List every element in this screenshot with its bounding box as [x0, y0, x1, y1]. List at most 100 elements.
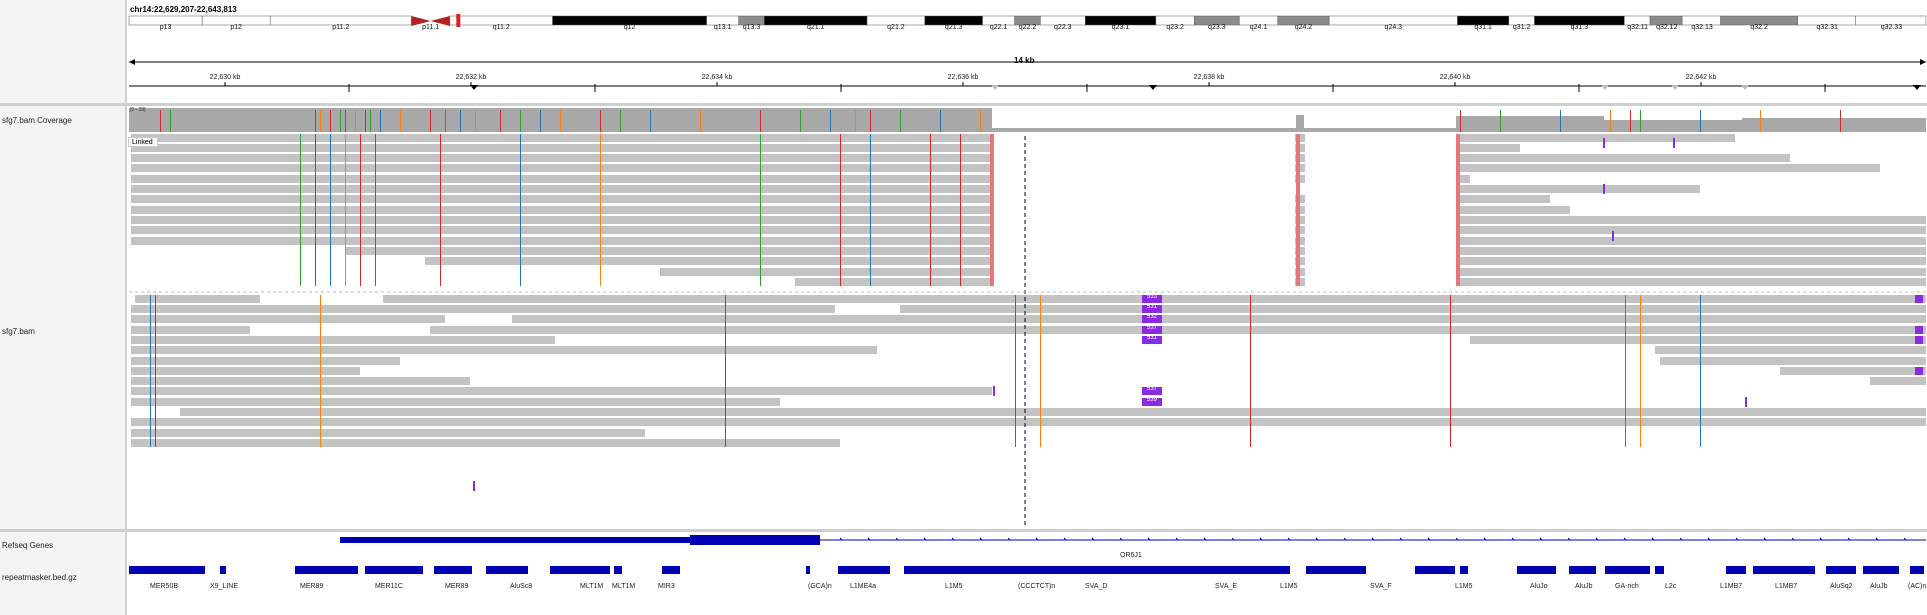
mismatch-column	[840, 134, 841, 286]
repeat-label[interactable]: MER11C	[375, 583, 403, 590]
mismatch-column	[1040, 295, 1041, 447]
gene-strand-arrow	[1567, 537, 1571, 541]
repeat-label[interactable]: L1ME4a	[850, 583, 877, 590]
gene-strand-arrow	[1455, 537, 1459, 541]
aligned-read	[131, 134, 992, 142]
ideogram-band-label: q23.1	[1111, 24, 1130, 31]
ideogram-band-label: q12	[623, 24, 636, 31]
coverage-bar	[1304, 128, 1456, 132]
gene-strand-arrow	[1427, 537, 1431, 541]
alignment-track-name[interactable]: sfg7.bam	[2, 327, 35, 336]
repeat-label[interactable]: MLT1M	[580, 583, 604, 590]
repeat-label[interactable]: MLT1M	[612, 583, 636, 590]
repeat-label[interactable]: MER89	[445, 583, 469, 590]
repeat-label[interactable]: (GCA)n	[808, 583, 832, 590]
repeat-element	[1753, 566, 1815, 574]
coverage-variant	[1640, 110, 1641, 132]
ruler-marker-light	[991, 85, 999, 90]
repeat-label[interactable]: L1M5	[1280, 583, 1298, 590]
repeat-label[interactable]: AluJo	[1530, 583, 1548, 590]
repeat-element	[1306, 566, 1366, 574]
repeat-label[interactable]: L1MB7	[1720, 583, 1743, 590]
gene-strand-arrow	[1203, 537, 1207, 541]
aligned-read	[1456, 195, 1550, 203]
coverage-variant	[520, 110, 521, 132]
ideogram-band-label: q22.1	[989, 24, 1008, 31]
aligned-read	[1655, 346, 1926, 354]
refseq-track-name[interactable]: Refseq Genes	[2, 541, 54, 550]
aligned-read	[135, 295, 260, 303]
ideogram-band-label: q24.1	[1249, 24, 1268, 31]
aligned-read	[1456, 257, 1926, 265]
gene-strand-arrow	[1707, 537, 1711, 541]
aligned-read	[345, 247, 992, 255]
linked-label[interactable]: Linked	[128, 137, 158, 147]
repeat-label[interactable]: SVA_D	[1085, 583, 1108, 590]
ruler-marker-light	[1741, 85, 1749, 90]
deletion-edge	[1456, 134, 1460, 286]
repeat-label[interactable]: L1M5	[1455, 583, 1473, 590]
repeat-label[interactable]: SVA_E	[1215, 583, 1238, 590]
repeat-label[interactable]: (CCCTCT)n	[1018, 583, 1056, 590]
repeat-element	[434, 566, 472, 574]
ruler-marker	[470, 85, 478, 90]
repeat-element	[1726, 566, 1746, 574]
coverage-variant	[500, 110, 501, 132]
panel-divider[interactable]	[125, 0, 127, 615]
coverage-variant	[870, 110, 871, 132]
gene-strand-arrow	[867, 537, 871, 541]
ruler-marker	[1149, 85, 1157, 90]
repeat-label[interactable]: GA-rich	[1615, 583, 1639, 590]
repeat-label[interactable]: AluJb	[1870, 583, 1888, 590]
ideogram-band-label: q31.2	[1512, 24, 1531, 31]
repeat-label[interactable]: L1MB7	[1775, 583, 1798, 590]
coverage-variant	[315, 110, 316, 132]
repeat-label[interactable]: X9_LINE	[210, 583, 239, 590]
gene-strand-arrow	[1483, 537, 1487, 541]
repeat-element	[550, 566, 610, 574]
ideogram-band-label: q32.13	[1691, 24, 1713, 31]
mismatch-column	[375, 134, 376, 286]
aligned-read	[131, 387, 992, 395]
aligned-read	[131, 367, 360, 375]
repeat-label[interactable]: L1M5	[945, 583, 963, 590]
repeat-label[interactable]: AluSc8	[510, 583, 533, 590]
aligned-read	[1456, 154, 1790, 162]
aligned-read	[1456, 247, 1926, 255]
repeat-element	[662, 566, 680, 574]
repeatmasker-track-name[interactable]: repeatmasker.bed.gz	[2, 573, 77, 582]
gene-strand-arrow	[1035, 537, 1039, 541]
gene-strand-arrow	[923, 537, 927, 541]
repeat-label[interactable]: AluJb	[1575, 583, 1593, 590]
ideogram-band-label: q13.1	[713, 24, 732, 31]
gene-strand-arrow	[1819, 537, 1823, 541]
repeat-label[interactable]: MER50B	[150, 583, 179, 590]
repeat-element	[1605, 566, 1650, 574]
aligned-read	[430, 326, 1926, 334]
aligned-read	[180, 408, 1926, 416]
repeat-label[interactable]: MIR3	[658, 583, 675, 590]
coverage-bar	[1296, 115, 1304, 132]
gene-strand-arrow	[1847, 537, 1851, 541]
coverage-variant	[445, 110, 446, 132]
repeat-label[interactable]: MER89	[300, 583, 324, 590]
repeat-label[interactable]: AluSq2	[1830, 583, 1853, 590]
gene-label-or6j1[interactable]: OR6J1	[1120, 552, 1142, 559]
gene-strand-arrow	[1595, 537, 1599, 541]
repeat-label[interactable]: L2c	[1665, 583, 1677, 590]
repeat-label[interactable]: (AC)n	[1908, 583, 1927, 590]
coverage-variant	[370, 110, 371, 132]
aligned-read	[1456, 226, 1926, 234]
repeat-label[interactable]: SVA_F	[1370, 583, 1392, 590]
aligned-read	[1780, 367, 1926, 375]
aligned-read	[1456, 134, 1735, 142]
coverage-track-name[interactable]: sfg7.bam Coverage	[2, 116, 72, 125]
aligned-read	[1295, 195, 1305, 203]
aligned-read	[1456, 164, 1880, 172]
insertion-small	[1745, 397, 1747, 407]
gene-strand-arrow	[1231, 537, 1235, 541]
insertion-small	[1603, 138, 1605, 148]
coverage-variant	[430, 110, 431, 132]
coverage-variant	[330, 110, 331, 132]
